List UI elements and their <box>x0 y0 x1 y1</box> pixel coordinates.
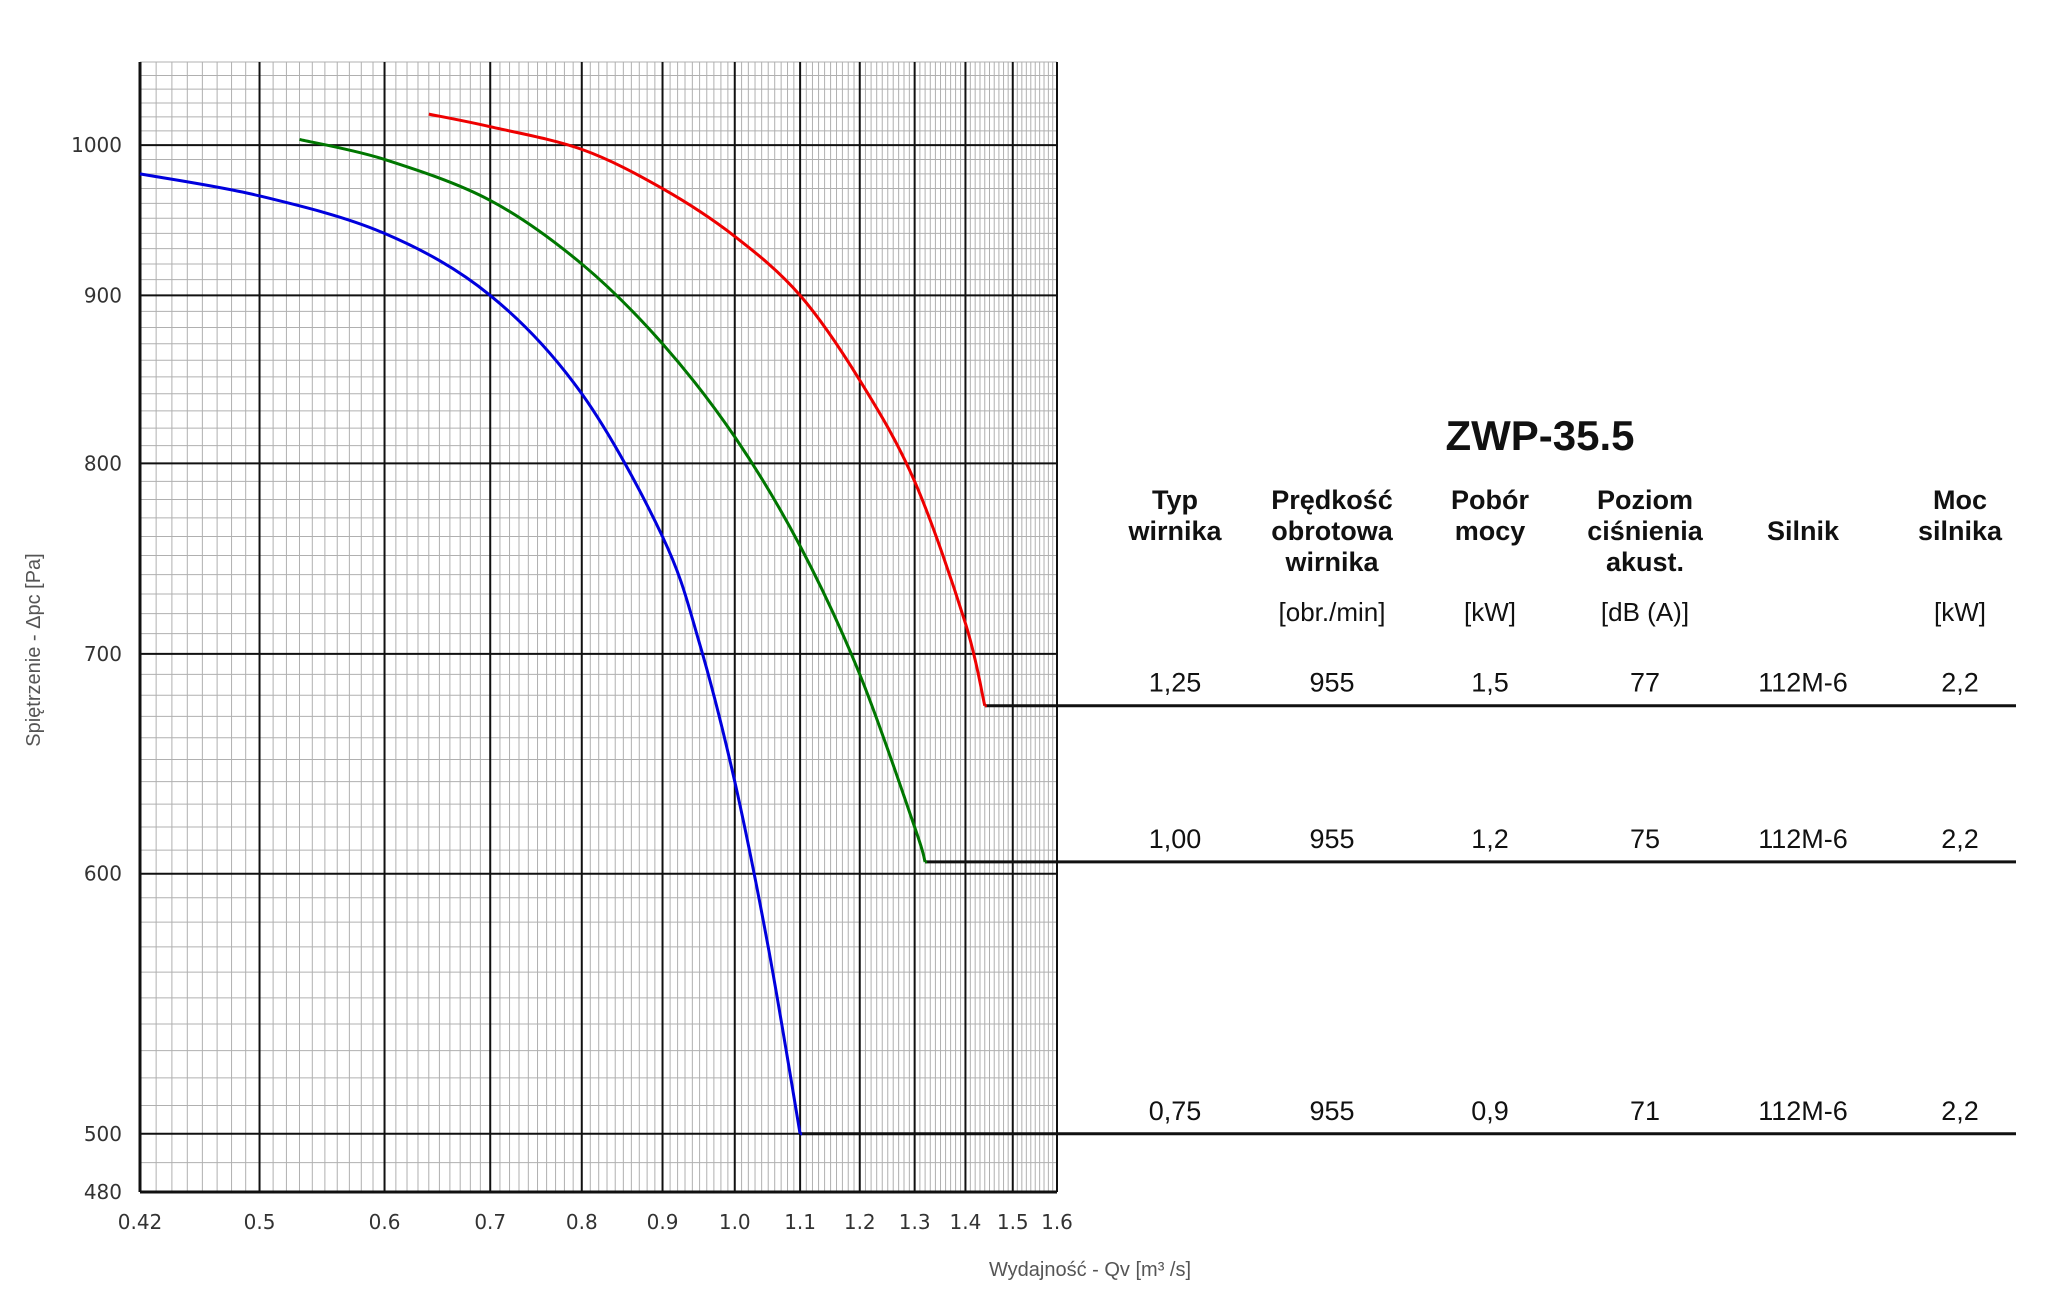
x-tick-label: 0.9 <box>647 1210 679 1234</box>
table-header-text: Typ <box>1152 485 1198 515</box>
performance-curve-3 <box>428 112 987 707</box>
table-header-text: mocy <box>1455 516 1526 546</box>
y-tick-label: 800 <box>84 451 122 475</box>
y-tick-label: 480 <box>84 1180 122 1204</box>
table-header-text: silnika <box>1918 516 2003 546</box>
table-cell: 955 <box>1309 1096 1354 1126</box>
y-tick-label: 900 <box>84 283 122 307</box>
y-tick-labels: 480 500 600 700 800 900 1000 <box>71 133 122 1204</box>
table-header-text: wirnika <box>1127 516 1222 546</box>
table-cell: 1,25 <box>1149 668 1202 698</box>
table-cell: 955 <box>1309 668 1354 698</box>
y-axis-label: Spiętrzenie - Δpc [Pa] <box>23 553 45 746</box>
table-header-text: Silnik <box>1767 516 1840 546</box>
table-header-text: Poziom <box>1597 485 1693 515</box>
table-header-unit: [kW] <box>1934 597 1986 627</box>
major-grid <box>139 62 1058 1193</box>
table-cell: 112M-6 <box>1758 668 1848 698</box>
table-header-text: Pobór <box>1451 485 1529 515</box>
table-cell: 955 <box>1309 824 1354 854</box>
table-cell: 1,00 <box>1149 824 1202 854</box>
x-tick-label: 0.7 <box>474 1210 506 1234</box>
x-tick-labels: 0.42 0.5 0.6 0.7 0.8 0.9 1.0 1.1 1.2 1.3 1.4 1.5 1.6 <box>118 1210 1073 1234</box>
table-header-unit: [obr./min] <box>1279 597 1386 627</box>
table-cell: 75 <box>1630 824 1660 854</box>
table-cell: 2,2 <box>1941 668 1979 698</box>
leader-lines <box>800 704 2016 1136</box>
x-tick-label: 0.8 <box>566 1210 598 1234</box>
table-header-unit: [kW] <box>1464 597 1516 627</box>
table-cell: 1,2 <box>1471 824 1509 854</box>
x-tick-label: 0.6 <box>369 1210 401 1234</box>
x-tick-label: 0.42 <box>118 1210 163 1234</box>
x-tick-label: 1.0 <box>719 1210 751 1234</box>
table-header-text: akust. <box>1606 547 1684 577</box>
x-tick-label: 1.6 <box>1041 1210 1073 1234</box>
table-header-text: Prędkość <box>1271 485 1393 515</box>
table-header-text: obrotowa <box>1271 516 1393 546</box>
table-cell: 71 <box>1630 1096 1660 1126</box>
table-header-text: ciśnienia <box>1587 516 1704 546</box>
table-cell: 77 <box>1630 668 1660 698</box>
y-tick-label: 500 <box>84 1122 122 1146</box>
table-header-text: wirnika <box>1284 547 1379 577</box>
minor-grid <box>139 61 1058 1193</box>
x-tick-label: 1.4 <box>950 1210 982 1234</box>
table-cell: 2,2 <box>1941 824 1979 854</box>
table-cell: 0,9 <box>1471 1096 1509 1126</box>
table-cell: 0,75 <box>1149 1096 1202 1126</box>
x-tick-label: 1.3 <box>899 1210 931 1234</box>
y-tick-label: 1000 <box>71 133 122 157</box>
x-tick-label: 1.1 <box>784 1210 816 1234</box>
y-tick-label: 600 <box>84 862 122 886</box>
y-tick-label: 700 <box>84 642 122 666</box>
table-cell: 112M-6 <box>1758 824 1848 854</box>
chart-title: ZWP-35.5 <box>1445 412 1634 459</box>
table-header-unit: [dB (A)] <box>1601 597 1689 627</box>
table-header-text: Moc <box>1933 485 1987 515</box>
table-cell: 2,2 <box>1941 1096 1979 1126</box>
x-tick-label: 1.5 <box>997 1210 1029 1234</box>
x-axis-label: Wydajność - Qv [m³ /s] <box>989 1259 1191 1281</box>
table-cell: 1,5 <box>1471 668 1509 698</box>
performance-curve-1 <box>139 172 802 1135</box>
data-table: TypwirnikaPrędkośćobrotowawirnika[obr./m… <box>1127 485 2003 1126</box>
axes <box>138 62 1057 1194</box>
table-cell: 112M-6 <box>1758 1096 1848 1126</box>
x-tick-label: 1.2 <box>844 1210 876 1234</box>
x-tick-label: 0.5 <box>244 1210 276 1234</box>
performance-curves <box>139 112 987 1135</box>
performance-curve-2 <box>299 137 927 863</box>
